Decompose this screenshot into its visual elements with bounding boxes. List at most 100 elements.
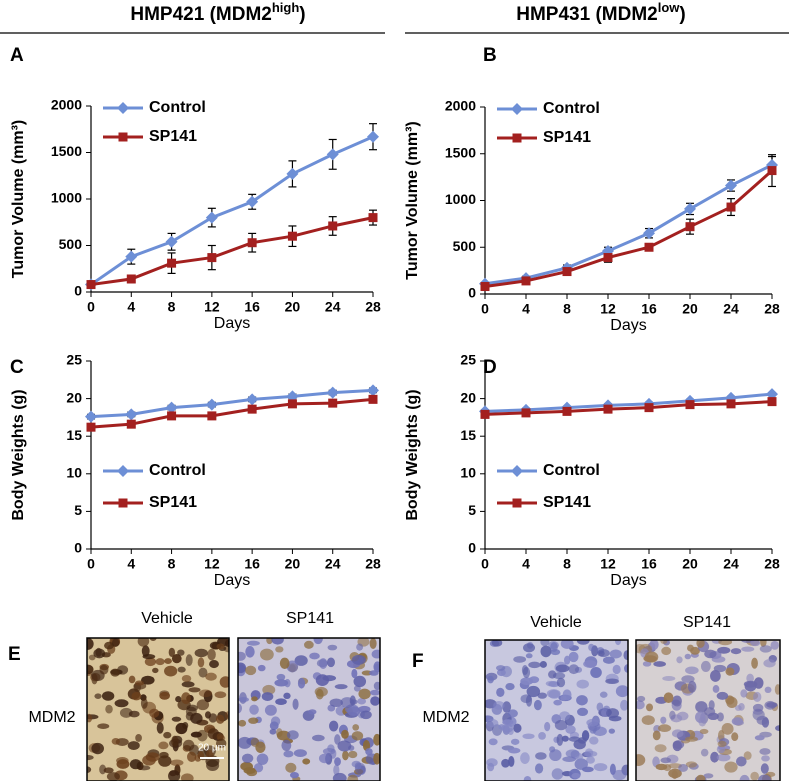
x-tick-label: 20 xyxy=(682,556,698,572)
cell-nucleus xyxy=(510,738,520,745)
cell-nucleus xyxy=(205,672,217,681)
cell-nucleus xyxy=(555,664,570,673)
marker xyxy=(205,398,218,411)
cell-nucleus xyxy=(224,639,229,647)
cell-nucleus xyxy=(535,752,547,760)
cell-nucleus xyxy=(537,692,547,699)
cell-nucleus xyxy=(574,752,584,761)
cell-nucleus xyxy=(177,649,185,656)
cell-nucleus xyxy=(529,676,540,684)
cell-nucleus xyxy=(716,745,726,754)
cell-nucleus xyxy=(586,756,595,764)
cell-nucleus xyxy=(491,640,503,647)
cell-nucleus xyxy=(526,685,541,698)
cell-nucleus xyxy=(315,674,329,687)
cell-nucleus xyxy=(281,739,292,752)
marker xyxy=(562,267,572,277)
cell-nucleus xyxy=(493,701,505,710)
cell-nucleus xyxy=(763,659,776,668)
cell-nucleus xyxy=(615,685,628,698)
cell-nucleus xyxy=(245,646,255,658)
marker xyxy=(767,166,777,176)
cell-nucleus xyxy=(761,755,770,762)
cell-nucleus xyxy=(259,648,274,661)
cell-nucleus xyxy=(736,756,747,767)
cell-nucleus xyxy=(334,734,341,745)
cell-nucleus xyxy=(652,730,661,741)
y-tick-label: 0 xyxy=(74,540,82,556)
series-line xyxy=(90,388,374,419)
cell-nucleus xyxy=(593,763,608,772)
cell-nucleus xyxy=(181,692,191,705)
cell-nucleus xyxy=(134,680,145,686)
micrograph xyxy=(485,640,628,781)
cell-nucleus xyxy=(642,661,652,667)
series-line xyxy=(484,392,773,413)
header-text: HMP431 (MDM2 xyxy=(516,4,657,25)
cell-nucleus xyxy=(583,750,598,757)
cell-nucleus xyxy=(309,652,320,660)
cell-nucleus xyxy=(159,691,171,700)
cell-nucleus xyxy=(175,696,182,703)
legend-marker xyxy=(511,103,523,115)
cell-nucleus xyxy=(764,686,772,694)
cell-nucleus xyxy=(612,664,621,675)
cell-nucleus xyxy=(602,656,615,664)
cell-nucleus xyxy=(286,730,299,740)
panel-letter: E xyxy=(8,644,21,665)
y-tick-label: 500 xyxy=(59,236,83,252)
cell-nucleus xyxy=(156,722,164,734)
cell-nucleus xyxy=(142,654,156,660)
cell-nucleus xyxy=(501,758,510,768)
cell-nucleus xyxy=(373,752,380,765)
cell-nucleus xyxy=(550,649,561,656)
y-tick-label: 15 xyxy=(460,427,476,443)
cell-nucleus xyxy=(279,657,290,669)
cell-nucleus xyxy=(605,678,619,685)
marker xyxy=(328,398,338,408)
cell-nucleus xyxy=(660,640,668,644)
cell-nucleus xyxy=(315,688,324,700)
cell-nucleus xyxy=(681,675,695,683)
cell-nucleus xyxy=(274,679,289,687)
cell-nucleus xyxy=(487,762,495,772)
x-tick-label: 24 xyxy=(723,556,739,572)
x-tick-label: 20 xyxy=(682,301,698,317)
marker xyxy=(85,410,97,423)
y-tick-label: 10 xyxy=(66,465,82,481)
cell-nucleus xyxy=(332,772,347,781)
cell-nucleus xyxy=(750,771,759,781)
cell-nucleus xyxy=(275,698,287,706)
marker xyxy=(247,238,257,248)
cell-nucleus xyxy=(576,640,590,645)
y-tick-label: 20 xyxy=(66,389,82,405)
cell-nucleus xyxy=(552,672,566,680)
cell-nucleus xyxy=(624,664,628,673)
cell-nucleus xyxy=(198,689,213,698)
cell-nucleus xyxy=(726,696,738,709)
cell-nucleus xyxy=(520,694,532,704)
cell-nucleus xyxy=(97,723,110,730)
cell-nucleus xyxy=(341,729,349,739)
cell-nucleus xyxy=(738,702,745,711)
cell-nucleus xyxy=(498,724,506,730)
y-tick-label: 5 xyxy=(468,502,476,518)
cell-nucleus xyxy=(171,716,182,722)
marker xyxy=(766,388,778,401)
x-tick-label: 28 xyxy=(365,556,381,572)
cell-nucleus xyxy=(327,744,335,753)
cell-nucleus xyxy=(577,707,589,717)
x-tick-label: 24 xyxy=(723,301,739,317)
panel-letter: D xyxy=(483,357,497,378)
cell-nucleus xyxy=(238,719,247,727)
y-axis-label: Tumor Volume (mm³) xyxy=(404,121,421,280)
y-tick-label: 1000 xyxy=(51,190,82,206)
cell-nucleus xyxy=(533,699,542,711)
cell-nucleus xyxy=(774,684,780,695)
marker xyxy=(247,404,257,414)
x-tick-label: 8 xyxy=(168,299,176,315)
marker xyxy=(726,399,736,409)
x-tick-label: 28 xyxy=(764,556,780,572)
cell-nucleus xyxy=(215,714,225,724)
